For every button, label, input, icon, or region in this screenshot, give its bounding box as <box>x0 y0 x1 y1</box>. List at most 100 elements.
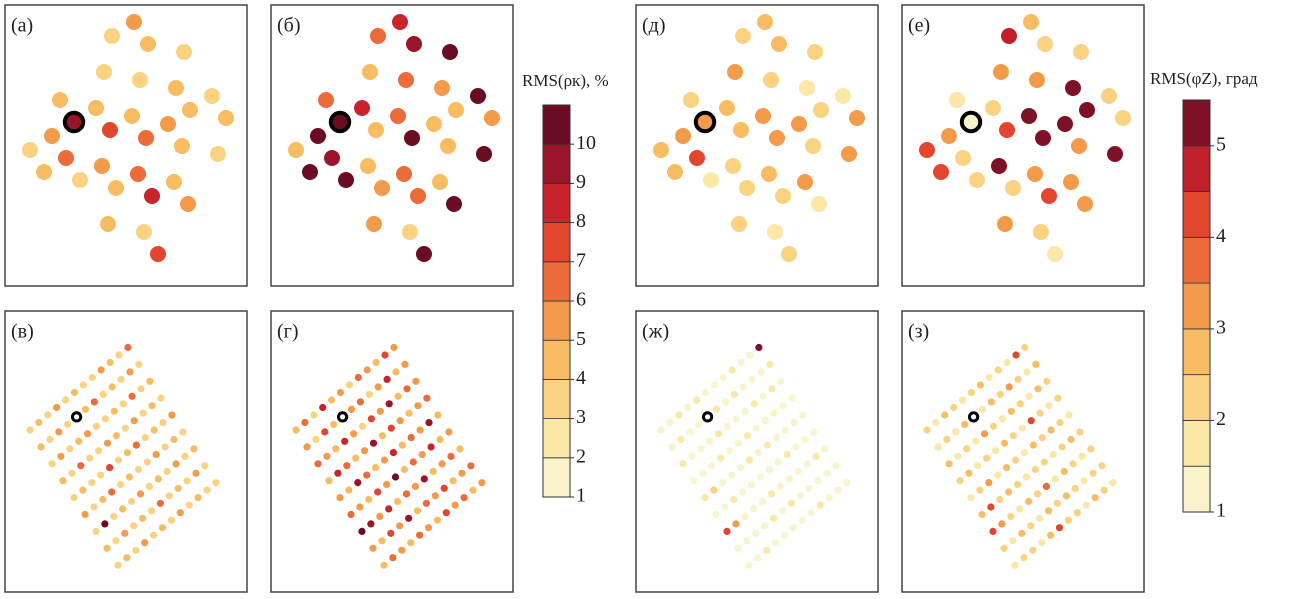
station-dot <box>657 426 665 434</box>
station-dot <box>35 418 43 427</box>
panel-frame <box>635 4 879 287</box>
station-dot <box>99 495 107 504</box>
station-dot <box>710 486 718 494</box>
station-dot <box>180 196 196 212</box>
station-dot <box>1029 546 1037 554</box>
station-dot <box>1098 462 1106 470</box>
station-dot <box>757 14 773 30</box>
station-dot <box>100 216 116 232</box>
station-dot <box>1057 116 1073 132</box>
station-dot <box>1035 130 1051 146</box>
station-dot <box>396 417 404 425</box>
station-dot <box>135 360 143 368</box>
station-dot <box>825 494 833 502</box>
station-dot <box>79 486 87 494</box>
station-dot <box>130 417 138 425</box>
color-bin <box>1182 145 1211 192</box>
station-dot <box>167 516 175 524</box>
station-dot <box>710 381 718 389</box>
station-dot <box>365 495 373 504</box>
map-panel: (ж) <box>635 310 879 593</box>
station-dot <box>112 432 120 440</box>
station-dot <box>734 544 742 552</box>
station-dot <box>363 471 371 479</box>
station-dot <box>737 464 745 472</box>
station-dot <box>952 428 960 436</box>
station-dot <box>182 102 198 118</box>
station-dot <box>791 116 807 132</box>
station-dot <box>179 428 187 436</box>
station-dot <box>732 520 740 528</box>
station-dot <box>94 158 110 174</box>
station-dot <box>147 507 156 515</box>
station-dot <box>725 158 741 174</box>
station-dot <box>146 377 154 385</box>
panel-frame <box>901 310 1145 593</box>
station-dot <box>81 405 90 413</box>
station-dot <box>978 405 987 413</box>
station-dot <box>933 164 949 180</box>
station-dot <box>723 527 731 535</box>
station-dot <box>781 246 797 262</box>
station-dot <box>407 539 415 547</box>
station-dot <box>1007 512 1015 520</box>
station-dot <box>752 529 760 537</box>
station-dot <box>312 435 320 443</box>
station-dot <box>158 524 167 532</box>
station-dot <box>62 396 70 404</box>
station-dot <box>1077 196 1093 212</box>
station-dot <box>684 403 692 412</box>
station-dot <box>943 435 951 443</box>
station-dot <box>405 409 413 417</box>
station-dot <box>150 246 166 262</box>
station-dot <box>114 456 123 464</box>
station-dot <box>1078 452 1086 460</box>
station-dot <box>1016 505 1024 513</box>
station-dot <box>176 44 192 60</box>
color-bin <box>1182 191 1211 238</box>
station-dot <box>22 142 38 158</box>
station-dot <box>365 390 373 398</box>
station-dot <box>123 449 131 457</box>
station-dot <box>170 435 178 444</box>
station-dot <box>140 36 156 52</box>
station-dot <box>36 164 52 180</box>
color-bin <box>1182 420 1211 467</box>
station-dot <box>90 398 98 406</box>
station-dot <box>394 392 402 400</box>
station-dot <box>1087 445 1095 453</box>
station-dot <box>484 110 500 126</box>
station-dot <box>1020 449 1028 457</box>
panel-label: (е) <box>908 15 930 37</box>
station-dot <box>427 443 435 451</box>
station-dot <box>383 375 391 383</box>
station-dot <box>1029 441 1037 449</box>
station-dot <box>1038 434 1046 442</box>
station-dot <box>1109 479 1117 487</box>
station-dot <box>392 14 408 30</box>
panel-frame <box>270 4 514 287</box>
panel-label: (з) <box>908 321 929 343</box>
station-dot <box>967 411 980 423</box>
station-dot <box>436 435 444 444</box>
station-dot <box>55 428 63 436</box>
station-dot <box>204 88 220 104</box>
tick-label: 2 <box>576 445 586 467</box>
station-dot <box>345 381 353 389</box>
station-dot <box>923 426 931 434</box>
station-dot <box>686 428 694 436</box>
station-dot <box>776 482 784 490</box>
color-bin <box>1182 465 1211 513</box>
station-dot <box>992 447 1000 455</box>
station-dot <box>134 465 142 474</box>
station-dot <box>1063 174 1079 190</box>
station-dot <box>1003 358 1011 367</box>
station-dot <box>391 473 400 481</box>
station-dot <box>374 383 382 391</box>
color-bin <box>1182 99 1211 147</box>
station-dot <box>352 454 360 462</box>
station-dot <box>438 460 446 468</box>
station-dot <box>124 108 140 124</box>
station-dot <box>181 452 189 460</box>
station-dot <box>741 512 749 520</box>
